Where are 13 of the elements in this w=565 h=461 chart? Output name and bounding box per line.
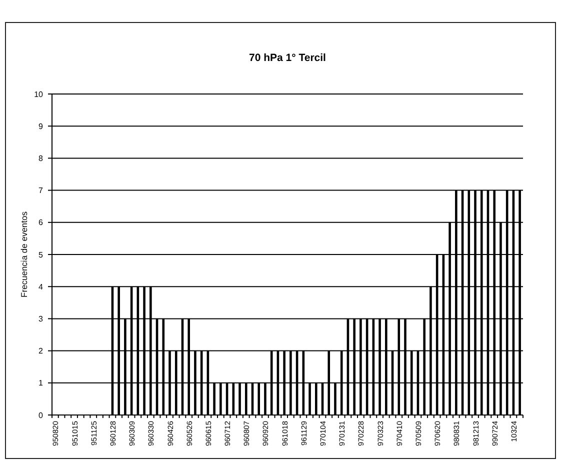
y-tick-label: 2 xyxy=(38,346,44,356)
chart-title: 70 hPa 1° Tercil xyxy=(249,52,326,64)
y-tick-label: 6 xyxy=(38,218,44,228)
y-tick-label: 8 xyxy=(38,154,44,163)
y-tick-label: 9 xyxy=(38,122,44,131)
y-tick-label: 4 xyxy=(38,282,44,292)
y-tick-label: 1 xyxy=(38,378,44,388)
y-tick-label: 5 xyxy=(38,250,44,260)
y-axis-title: Frecuencia de eventos xyxy=(19,212,29,298)
y-tick-label: 3 xyxy=(38,314,44,324)
y-tick-label: 10 xyxy=(34,90,44,99)
y-tick-label: 7 xyxy=(38,186,44,196)
y-tick-label: 0 xyxy=(38,410,44,420)
